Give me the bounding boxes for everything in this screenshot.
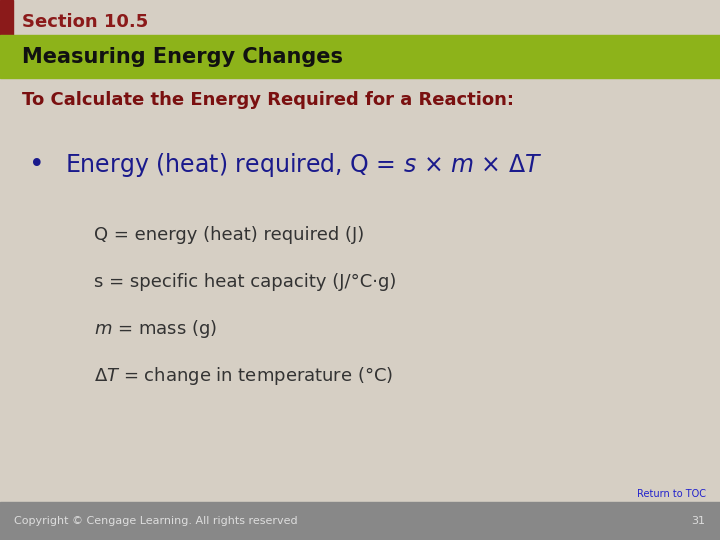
Text: 31: 31 — [692, 516, 706, 526]
Text: s = specific heat capacity (J/°C·g): s = specific heat capacity (J/°C·g) — [94, 273, 396, 291]
Text: Q = energy (heat) required (J): Q = energy (heat) required (J) — [94, 226, 364, 244]
Bar — [0, 35, 720, 78]
Bar — [0, 502, 720, 540]
Text: To Calculate the Energy Required for a Reaction:: To Calculate the Energy Required for a R… — [22, 91, 513, 109]
Text: Return to TOC: Return to TOC — [636, 489, 706, 499]
Text: $\Delta T$ = change in temperature (°C): $\Delta T$ = change in temperature (°C) — [94, 365, 393, 387]
Text: •: • — [29, 152, 45, 178]
Bar — [0, 0, 13, 40]
Text: Section 10.5: Section 10.5 — [22, 12, 148, 31]
Text: Energy (heat) required, Q = $s$ $\times$ $m$ $\times$ $\Delta T$: Energy (heat) required, Q = $s$ $\times$… — [65, 151, 542, 179]
Text: $m$ = mass (g): $m$ = mass (g) — [94, 318, 217, 340]
Text: Measuring Energy Changes: Measuring Energy Changes — [22, 46, 343, 67]
Text: Copyright © Cengage Learning. All rights reserved: Copyright © Cengage Learning. All rights… — [14, 516, 298, 526]
